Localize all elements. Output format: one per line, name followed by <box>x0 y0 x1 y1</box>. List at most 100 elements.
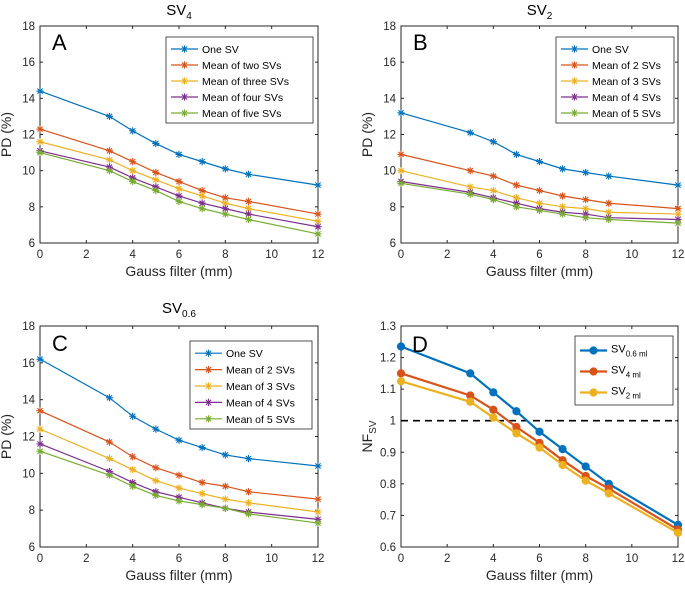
data-point <box>198 443 206 452</box>
x-tick-label: 0 <box>398 553 404 565</box>
legend-marker <box>570 77 579 85</box>
legend-label: Mean of two SVs <box>202 60 281 72</box>
y-tick-label: 8 <box>29 505 35 517</box>
legend-marker <box>570 109 579 117</box>
x-tick-label: 10 <box>265 249 278 261</box>
data-point <box>152 488 160 496</box>
data-point <box>489 196 497 204</box>
data-point <box>558 210 567 218</box>
data-point <box>244 215 253 224</box>
data-point <box>152 168 160 177</box>
legend-marker <box>180 77 189 85</box>
y-tick-label: 14 <box>22 395 35 407</box>
data-point <box>466 397 475 406</box>
data-point <box>152 176 160 184</box>
data-point <box>198 478 206 487</box>
data-point <box>582 168 590 177</box>
data-point <box>152 491 160 500</box>
data-point <box>396 377 406 386</box>
data-point <box>581 462 590 471</box>
legend-marker <box>589 346 598 355</box>
x-tick-label: 4 <box>490 553 497 565</box>
data-point <box>175 471 183 479</box>
data-point <box>175 436 183 444</box>
data-point <box>221 205 229 213</box>
x-tick-label: 0 <box>37 249 43 261</box>
data-point <box>198 199 206 207</box>
data-point <box>558 165 567 173</box>
x-tick-label: 6 <box>176 249 182 261</box>
data-point <box>129 167 137 175</box>
legend-label: Mean of four SVs <box>202 92 283 104</box>
legend-label: SV0.6 ml <box>611 344 648 359</box>
series-3 <box>397 167 682 218</box>
y-tick-label: 1.2 <box>380 353 396 365</box>
data-point <box>175 484 183 492</box>
data-point <box>314 223 322 231</box>
legend-marker <box>180 109 189 117</box>
data-point <box>582 214 590 222</box>
data-point <box>397 109 405 117</box>
data-point <box>244 170 253 178</box>
y-tick-label: 6 <box>29 238 35 250</box>
data-point <box>129 177 137 186</box>
data-point <box>152 425 160 433</box>
x-tick-label: 10 <box>625 553 638 565</box>
data-point <box>105 167 114 175</box>
series-3 <box>396 377 683 537</box>
data-point <box>535 427 544 436</box>
x-tick-label: 12 <box>312 249 325 261</box>
y-tick-label: 18 <box>383 21 396 33</box>
chart-title: SV0.6 <box>162 300 196 320</box>
x-tick-label: 0 <box>37 553 43 565</box>
legend-label: Mean of three SVs <box>202 76 289 88</box>
data-point <box>36 138 44 146</box>
data-point <box>582 205 590 213</box>
legend-label: Mean of 3 SVs <box>226 381 295 393</box>
x-tick-label: 2 <box>83 553 89 565</box>
y-axis-label: PD (%) <box>0 414 14 459</box>
data-point <box>129 412 137 420</box>
panel-letter: D <box>412 332 428 357</box>
data-point <box>152 186 160 195</box>
data-point <box>535 199 544 207</box>
data-point <box>175 177 183 186</box>
data-point <box>397 167 405 175</box>
panel-letter: A <box>52 30 67 55</box>
series-2 <box>36 407 322 503</box>
x-tick-label: 2 <box>83 249 89 261</box>
series-line <box>39 443 319 520</box>
data-point <box>535 186 544 195</box>
data-point <box>105 471 114 479</box>
data-point <box>397 179 405 187</box>
legend-label: Mean of 5 SVs <box>592 108 661 120</box>
legend-marker <box>589 388 598 397</box>
legend-marker <box>180 93 189 101</box>
y-tick-label: 12 <box>383 130 396 142</box>
y-tick-label: 18 <box>22 321 35 333</box>
y-tick-label: 14 <box>22 93 35 105</box>
legend-marker <box>570 61 579 69</box>
series-5 <box>397 179 682 227</box>
x-axis-label: Gauss filter (mm) <box>486 263 593 279</box>
legend-marker <box>589 367 598 376</box>
data-point <box>535 158 544 166</box>
legend-label: Mean of 5 SVs <box>226 414 295 426</box>
data-point <box>512 407 521 416</box>
data-point <box>36 125 44 133</box>
y-tick-label: 12 <box>22 130 35 142</box>
legend-label: SV4 ml <box>611 365 641 380</box>
data-point <box>535 206 544 215</box>
x-tick-label: 10 <box>625 249 638 261</box>
y-tick-label: 0.8 <box>380 479 396 491</box>
data-point <box>221 210 229 218</box>
data-point <box>604 489 613 498</box>
legend-label: Mean of 4 SVs <box>592 92 661 104</box>
data-point <box>605 172 613 180</box>
data-point <box>535 443 544 452</box>
data-point <box>314 181 322 189</box>
data-point <box>198 192 206 200</box>
legend-marker <box>204 415 213 423</box>
data-point <box>581 476 590 485</box>
chart-title: SV4 <box>166 2 192 22</box>
